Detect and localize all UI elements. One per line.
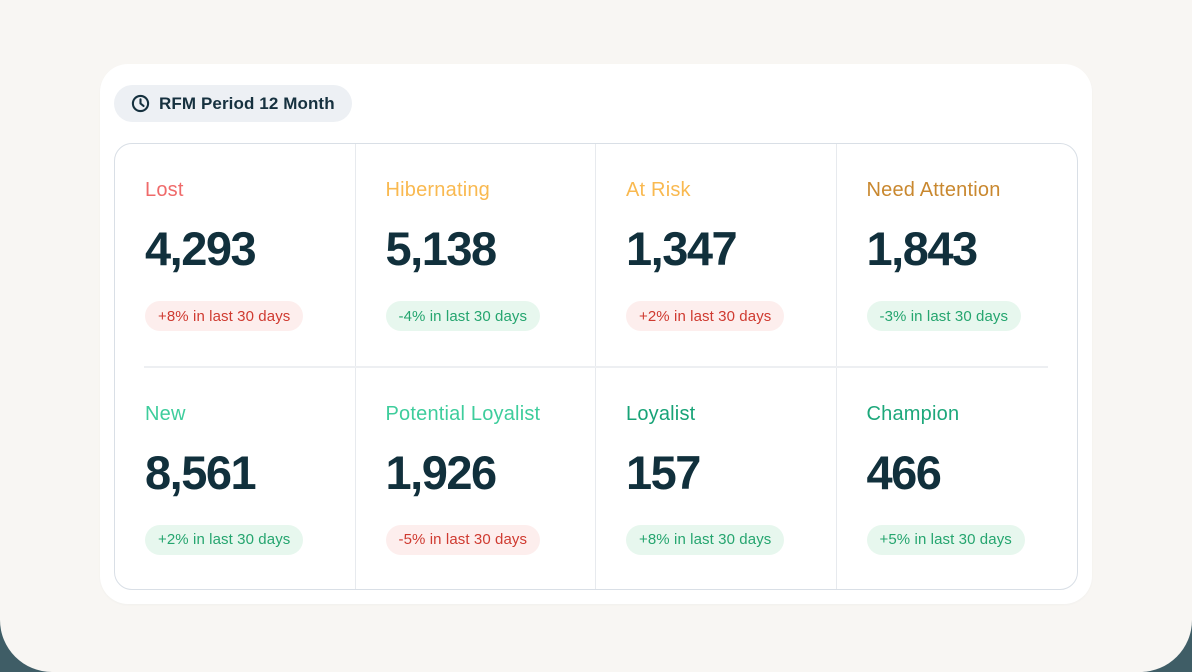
segment-change-badge: +2% in last 30 days xyxy=(145,524,304,555)
segment-label: Lost xyxy=(145,179,184,201)
rfm-panel: RFM Period 12 Month Lost 4,293 +8% in la… xyxy=(100,64,1092,604)
segment-change-badge: +8% in last 30 days xyxy=(145,301,304,331)
clock-icon xyxy=(131,94,150,113)
segment-value: 5,138 xyxy=(385,222,498,275)
segment-change-badge: -3% in last 30 days xyxy=(866,301,1022,331)
segment-value: 1,926 xyxy=(385,445,498,499)
segment-card-loyalist: Loyalist 157 +8% in last 30 days xyxy=(596,367,837,589)
segment-value: 1,843 xyxy=(866,222,979,275)
segment-label: Potential Loyalist xyxy=(385,402,541,425)
segment-change-badge: +8% in last 30 days xyxy=(626,524,785,555)
segment-change-badge: +2% in last 30 days xyxy=(626,301,785,331)
segment-card-new: New 8,561 +2% in last 30 days xyxy=(115,367,356,589)
row-divider xyxy=(144,365,1048,368)
segment-value: 4,293 xyxy=(145,222,257,275)
segment-value: 8,561 xyxy=(145,445,257,499)
segment-label: New xyxy=(145,402,186,425)
segment-card-champion: Champion 466 +5% in last 30 days xyxy=(837,368,1078,590)
segment-label: At Risk xyxy=(626,179,691,201)
rfm-period-chip[interactable]: RFM Period 12 Month xyxy=(114,85,352,122)
segment-value: 466 xyxy=(866,445,942,499)
segment-label: Loyalist xyxy=(626,402,696,425)
segment-value: 157 xyxy=(626,445,701,499)
segment-card-hibernating: Hibernating 5,138 -4% in last 30 days xyxy=(356,144,596,366)
segment-card-potential-loyalist: Potential Loyalist 1,926 -5% in last 30 … xyxy=(356,367,596,589)
segment-change-badge: +5% in last 30 days xyxy=(866,524,1025,555)
rfm-period-label: RFM Period 12 Month xyxy=(159,93,335,113)
segment-value: 1,347 xyxy=(626,222,738,275)
segment-label: Need Attention xyxy=(866,179,1001,201)
segments-card: Lost 4,293 +8% in last 30 days Hibernati… xyxy=(114,143,1078,590)
segment-change-badge: -4% in last 30 days xyxy=(385,301,541,331)
segment-label: Champion xyxy=(866,402,960,425)
segment-change-badge: -5% in last 30 days xyxy=(385,524,541,555)
segment-card-need-attention: Need Attention 1,843 -3% in last 30 days xyxy=(837,144,1078,366)
segment-card-at-risk: At Risk 1,347 +2% in last 30 days xyxy=(596,144,837,366)
segment-label: Hibernating xyxy=(385,179,490,201)
segment-card-lost: Lost 4,293 +8% in last 30 days xyxy=(115,144,356,366)
